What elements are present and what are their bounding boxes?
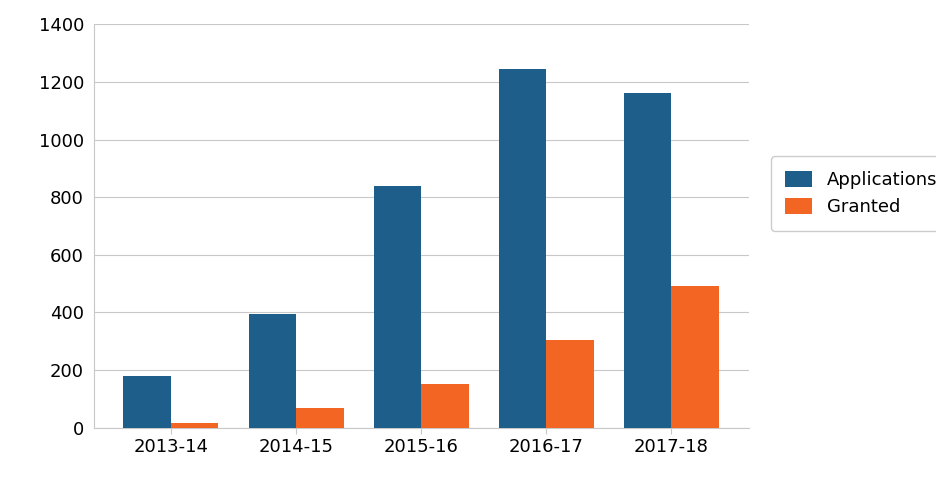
Bar [624,93,671,428]
Bar [547,340,593,428]
Bar [249,314,296,428]
Bar [671,286,719,428]
Legend: Applications, Granted: Applications, Granted [771,156,936,231]
Bar [171,423,218,428]
Bar [296,407,344,428]
Bar [499,69,547,428]
Bar [373,186,421,428]
Bar [421,384,469,428]
Bar [124,376,171,428]
